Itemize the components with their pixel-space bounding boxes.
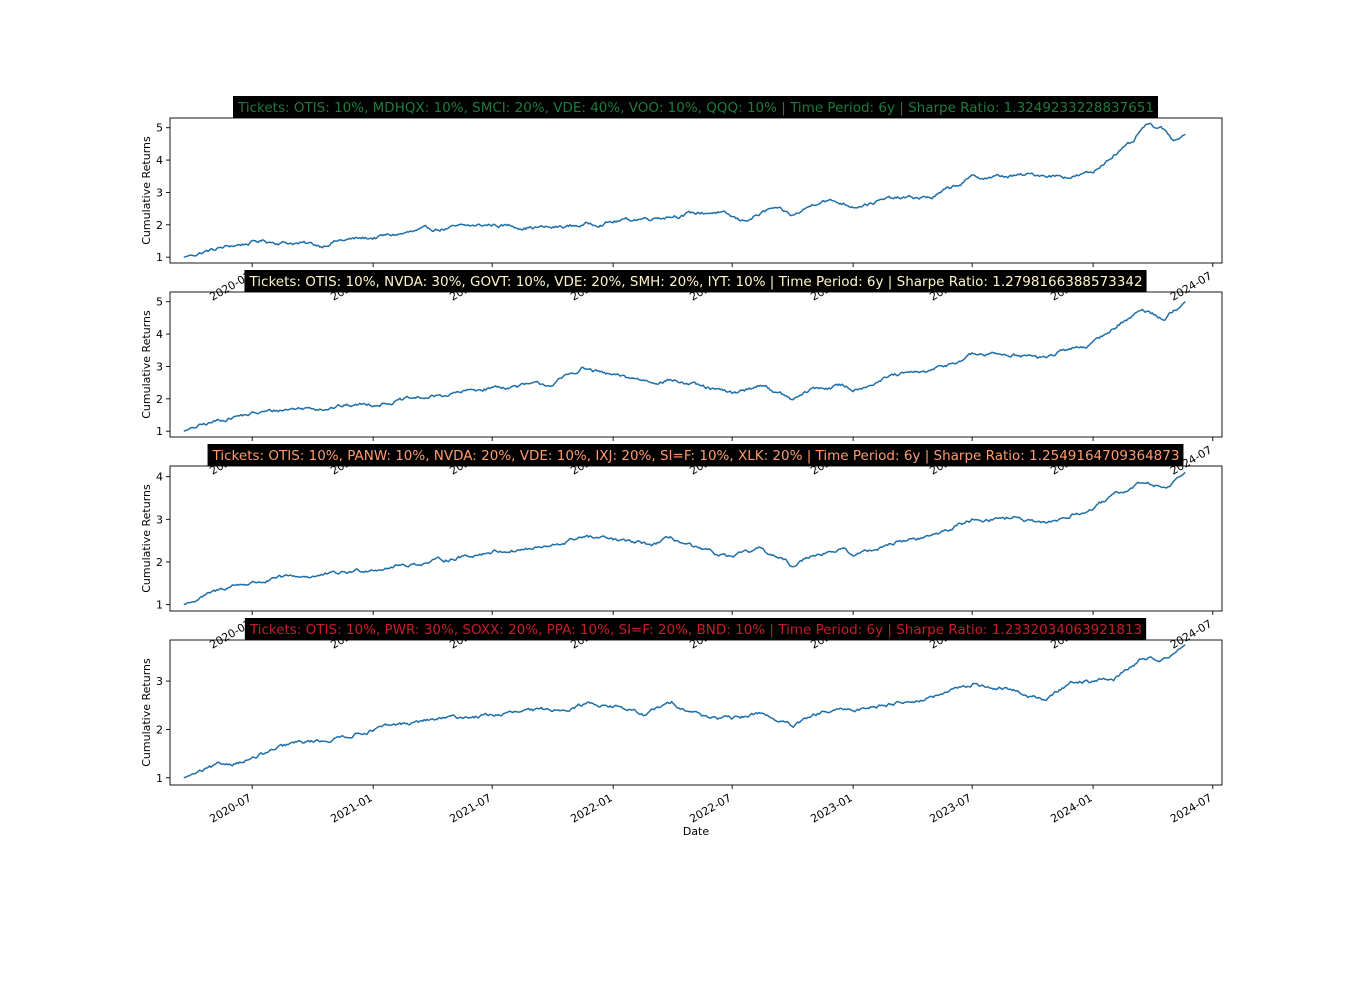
y-tick-label: 2 xyxy=(156,393,163,406)
subplot-title: Tickets: OTIS: 10%, PANW: 10%, NVDA: 20%… xyxy=(212,448,1180,464)
y-axis-label: Cumulative Returns xyxy=(140,658,153,767)
y-tick-label: 4 xyxy=(156,154,163,167)
x-tick-label: 2024-07 xyxy=(1168,791,1214,825)
y-tick-label: 3 xyxy=(156,513,163,526)
series-line xyxy=(183,471,1186,606)
y-tick-label: 1 xyxy=(156,251,163,264)
title-box xyxy=(244,618,1147,640)
series-line xyxy=(183,122,1186,258)
x-tick-label: 2024-01 xyxy=(1048,791,1094,825)
subplot-4: 1 2 3 2020-07 2021-01 2021-07 2022-01 2022-07 20… xyxy=(140,618,1223,826)
series-line xyxy=(183,301,1186,432)
y-axis-label: Cumulative Returns xyxy=(140,484,153,593)
y-tick-label: 3 xyxy=(156,675,163,688)
x-tick-label: 2022-07 xyxy=(687,791,733,825)
plot-frame xyxy=(169,465,1223,612)
x-tick-label: 2024-07 xyxy=(1168,617,1214,651)
subplot-title: Tickets: OTIS: 10%, MDHQX: 10%, SMCI: 20… xyxy=(237,100,1154,116)
x-tick-label: 2020-07 xyxy=(207,791,253,825)
y-tick-label: 1 xyxy=(156,425,163,438)
plot-frame xyxy=(169,291,1223,438)
x-tick-label: 2023-07 xyxy=(927,791,973,825)
plot-frame xyxy=(169,117,1223,264)
x-tick-label: 2024-07 xyxy=(1168,269,1214,303)
y-tick-label: 1 xyxy=(156,599,163,612)
y-tick-label: 5 xyxy=(156,296,163,309)
x-tick-label: 2022-01 xyxy=(568,791,614,825)
x-tick-label: 2021-01 xyxy=(328,791,374,825)
y-tick-label: 4 xyxy=(156,328,163,341)
y-tick-label: 2 xyxy=(156,723,163,736)
y-tick-label: 3 xyxy=(156,360,163,373)
y-tick-label: 3 xyxy=(156,186,163,199)
y-axis-label: Cumulative Returns xyxy=(140,136,153,245)
y-tick-label: 2 xyxy=(156,219,163,232)
plot-frame xyxy=(169,639,1223,786)
title-box xyxy=(207,444,1184,466)
y-tick-label: 2 xyxy=(156,556,163,569)
y-axis-label: Cumulative Returns xyxy=(140,310,153,419)
y-tick-label: 4 xyxy=(156,471,163,484)
subplot-title: Tickets: OTIS: 10%, PWR: 30%, SOXX: 20%,… xyxy=(249,622,1142,638)
series-line xyxy=(183,644,1186,779)
y-tick-label: 5 xyxy=(156,122,163,135)
subplot-title: Tickets: OTIS: 10%, NVDA: 30%, GOVT: 10%… xyxy=(248,274,1142,290)
x-tick-label: 2021-07 xyxy=(447,791,493,825)
y-tick-label: 1 xyxy=(156,772,163,785)
x-axis-label: Date xyxy=(683,825,710,838)
title-box xyxy=(244,270,1147,292)
x-tick-label: 2023-01 xyxy=(808,791,854,825)
title-box xyxy=(233,96,1158,118)
